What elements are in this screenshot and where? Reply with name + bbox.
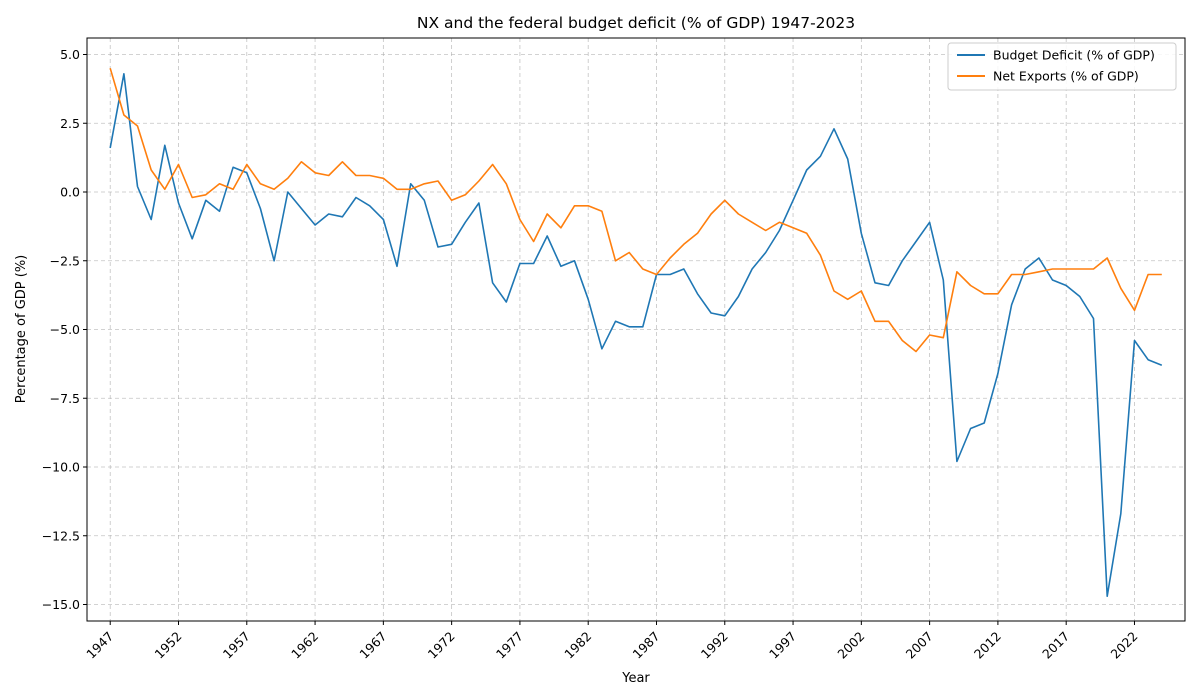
x-tick-label: 1997 — [766, 629, 799, 662]
series-line-0 — [109, 73, 1163, 598]
legend-label-net-exports: Net Exports (% of GDP) — [993, 69, 1139, 84]
y-tick-label: 2.5 — [60, 116, 80, 131]
chart-title: NX and the federal budget deficit (% of … — [417, 14, 855, 32]
y-tick-label: 0.0 — [60, 185, 80, 200]
series-line-1 — [109, 67, 1162, 353]
y-tick-label: −12.5 — [42, 528, 80, 543]
x-tick-label: 2012 — [971, 629, 1004, 662]
x-tick-label: 1982 — [561, 629, 594, 662]
legend-label-budget-deficit: Budget Deficit (% of GDP) — [993, 48, 1155, 63]
legend: Budget Deficit (% of GDP) Net Exports (%… — [947, 42, 1177, 91]
legend-box — [947, 42, 1177, 91]
x-tick-label: 1957 — [220, 629, 253, 662]
y-tick-label: −5.0 — [50, 322, 80, 337]
y-tick-label: −15.0 — [42, 597, 80, 612]
x-tick-label: 2017 — [1039, 629, 1072, 662]
y-tick-label: 5.0 — [60, 47, 80, 62]
x-tick-label: 1992 — [698, 629, 731, 662]
x-tick-label: 1952 — [152, 629, 185, 662]
y-axis-title: Percentage of GDP (%) — [14, 255, 29, 403]
x-axis-ticks: 1947 1952 1957 1962 1967 1972 1977 1982 1987 1992… — [83, 621, 1141, 662]
y-tick-label: −7.5 — [50, 391, 80, 406]
x-tick-label: 1972 — [425, 629, 458, 662]
x-axis-title: Year — [621, 671, 650, 686]
x-tick-label: 1967 — [356, 629, 389, 662]
x-tick-label: 2007 — [903, 629, 936, 662]
x-tick-label: 1947 — [83, 629, 116, 662]
x-tick-label: 2002 — [834, 629, 867, 662]
x-tick-label: 1977 — [493, 629, 526, 662]
x-tick-label: 1962 — [288, 629, 321, 662]
y-axis-ticks: 5.0 2.5 0.0 −2.5 −5.0 −7.5 −10.0 −12.5 −15.0 — [42, 47, 87, 612]
y-tick-label: −10.0 — [42, 460, 80, 475]
x-tick-label: 2022 — [1107, 629, 1140, 662]
x-tick-label: 1987 — [630, 629, 663, 662]
series-lines — [109, 67, 1163, 598]
grid — [87, 38, 1185, 621]
y-tick-label: −2.5 — [50, 253, 80, 268]
